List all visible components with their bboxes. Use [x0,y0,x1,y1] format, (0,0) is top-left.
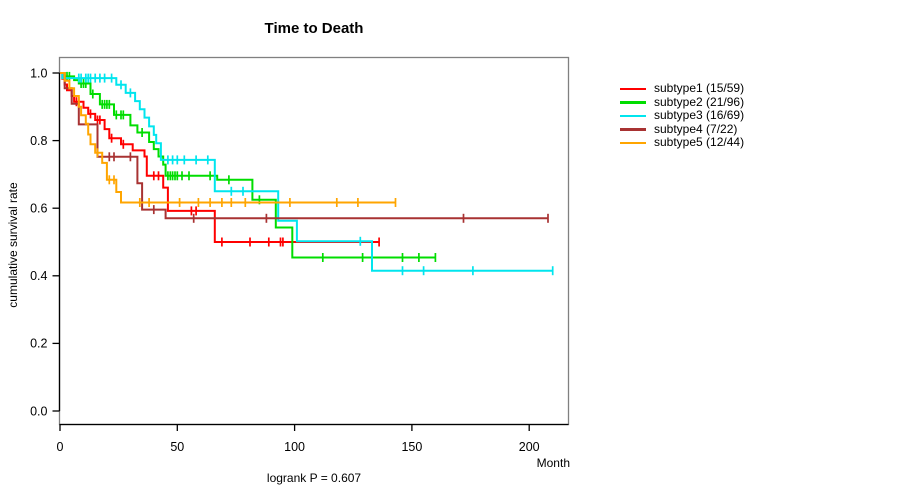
legend-item-subtype4: subtype4 (7/22) [620,121,744,137]
curve-subtype3 [60,72,553,272]
legend-item-subtype2: subtype2 (21/96) [620,94,745,110]
logrank-p-value: logrank P = 0.607 [266,471,362,485]
legend-item-subtype1: subtype1 (15/59) [620,81,745,96]
legend-item-subtype3: subtype3 (16/69) [620,108,745,123]
legend-line-swatch-subtype5 [620,141,646,144]
curve-subtype5 [60,72,396,204]
legend: subtype1 (15/59) subtype2 (21/96) subtype3… [620,81,745,150]
chart-title: Time to Death [264,20,364,37]
x-tick-label: 200 [519,440,540,454]
x-tick-label: 50 [170,440,184,454]
y-tick-label: 1.0 [30,66,47,80]
curve-subtype2 [60,72,436,259]
y-tick-label: 0.2 [30,337,47,351]
curve-subtype1 [60,72,380,243]
legend-item-subtype5: subtype5 (12/44) [620,135,745,150]
legend-item-label: subtype2 (21/96) [654,94,745,109]
x-tick-label: 100 [284,440,305,454]
y-tick-label: 0.6 [30,202,47,216]
legend-line-swatch-subtype4 [620,128,646,131]
legend-item-label: subtype3 (16/69) [654,108,745,122]
legend-line-swatch-subtype2 [620,101,646,104]
x-tick-label: 150 [401,440,422,454]
legend-item-label: subtype4 (7/22) [654,121,738,136]
legend-line-swatch-subtype3 [620,114,646,117]
y-tick-label: 0.4 [30,269,47,283]
x-axis-label: Month [536,456,570,470]
x-tick-label: 0 [57,440,64,454]
y-tick-label: 0.8 [30,134,47,148]
legend-item-label: subtype1 (15/59) [654,81,745,95]
y-tick-label: 0.0 [30,404,47,418]
legend-item-label: subtype5 (12/44) [654,135,745,149]
legend-line-swatch-subtype1 [620,87,646,90]
